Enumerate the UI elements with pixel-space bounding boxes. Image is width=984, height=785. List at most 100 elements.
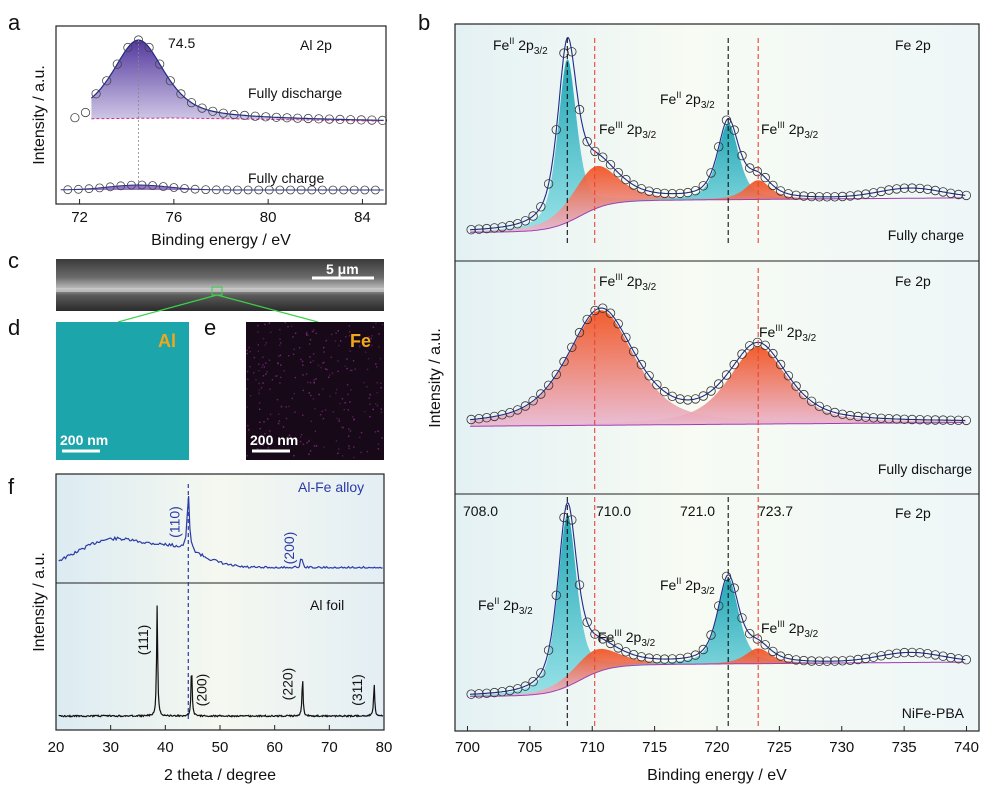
panel-a-discharge-point [303, 113, 313, 124]
panel-b-data-point [899, 647, 910, 658]
panel-e-fe-signal-dot [259, 440, 262, 443]
panel-b-data-point [806, 396, 817, 407]
panel-b-data-point [698, 644, 709, 655]
panel-e-fe-signal-dot [293, 392, 295, 395]
panel-e-fe-signal-dot [375, 366, 378, 368]
panel-a-discharge-point [91, 89, 101, 99]
panel-f-hkl-label: (111) [135, 625, 151, 656]
panel-e-fe-signal-dot [268, 359, 271, 361]
panel-b-data-point [721, 115, 732, 125]
panel-e-fe-signal-dot [258, 389, 260, 391]
panel-b-label-fe2-2p32-c: FeII 2p3/2 [478, 596, 533, 617]
panel-e-fe-signal-dot [246, 455, 248, 457]
panel-e-fe-signal-dot [311, 331, 314, 333]
panel-b-xtick-label: 715 [642, 739, 667, 756]
panel-b-data-point [899, 183, 910, 193]
panel-b-xtick-label: 725 [767, 739, 792, 756]
panel-b-data-point [489, 223, 500, 233]
panel-e-fe-signal-dot [266, 371, 268, 373]
panel-b-label-fe2-2p32-a: FeII 2p3/2 [493, 36, 548, 57]
panel-b-data-point [675, 653, 685, 664]
panel-b-data-point [536, 202, 546, 212]
panel-e-fe-signal-dot [298, 347, 301, 349]
panel-b-letter: b [418, 10, 430, 35]
panel-e-fe-signal-dot [349, 369, 352, 372]
panel-b-data-point [729, 125, 739, 135]
panel-e-fe-signal-dot [322, 418, 325, 420]
panel-e-fe-signal-dot [363, 382, 365, 384]
panel-e-fe-signal-dot [338, 344, 340, 347]
panel-e-fe-signal-dot [313, 445, 316, 447]
panel-e-fe-signal-dot [305, 373, 308, 375]
panel-a-charge-point [211, 185, 221, 195]
panel-b-xtick-label: 705 [517, 739, 542, 756]
panel-b-data-point [652, 380, 662, 390]
panel-a-discharge-envelope [91, 39, 384, 121]
panel-e-fe-signal-dot [353, 446, 355, 448]
panel-a-charge-point [264, 185, 274, 195]
panel-b-ref-label-723: 723.7 [758, 503, 793, 519]
panel-e-fe-signal-dot [264, 323, 266, 326]
panel-e-fe-signal-dot [292, 336, 294, 338]
panel-e-fe-signal-dot [259, 421, 261, 423]
panel-e-fe-signal-dot [278, 420, 280, 422]
panel-e-fe-signal-dot [269, 413, 272, 416]
panel-e-fe-signal-dot [287, 326, 289, 328]
panel-e-fe-signal-dot [247, 424, 249, 427]
panel-f-series-alloy: Al-Fe alloy [298, 479, 364, 495]
panel-e-fe-signal-dot [380, 408, 382, 410]
panel-c-sem-image: 5 μm [56, 259, 384, 323]
panel-e-fe-signal-dot [369, 394, 372, 396]
panel-a-charge-point [201, 185, 211, 195]
panel-e-fe-signal-dot [258, 402, 261, 404]
panel-a-charge-point [105, 182, 115, 192]
panel-e-fe-signal-dot [378, 333, 380, 335]
panel-e-fe-signal-dot [342, 455, 344, 457]
panel-b-fe2-component [470, 122, 967, 233]
panel-a-discharge-point [292, 113, 303, 123]
panel-a-plot-area [60, 35, 388, 195]
panel-e-fe-signal-dot [288, 405, 290, 408]
panel-e-fe-signal-dot [323, 346, 325, 349]
panel-e-fe-signal-dot [358, 346, 361, 348]
panel-b-data-point [582, 617, 592, 627]
panel-e-fe-signal-dot [246, 352, 248, 355]
panel-b-data-point [629, 650, 639, 660]
panel-e-fe-signal-dot [307, 334, 309, 336]
panel-e-fe-signal-dot [313, 382, 315, 384]
panel-b-data-point [822, 192, 832, 202]
panel-a-discharge-point [367, 115, 377, 125]
panel-a-discharge-point [240, 110, 250, 121]
panel-e-fe-signal-dot [293, 454, 295, 457]
panel-e-fe-signal-dot [346, 384, 349, 386]
panel-b-data-point [482, 223, 492, 234]
panel-e-fe-signal-dot [280, 406, 283, 408]
panel-e-fe-signal-dot [263, 366, 266, 368]
panel-b-data-point [629, 346, 639, 357]
panel-e-fe-signal-dot [257, 350, 260, 352]
panel-b-envelope [469, 501, 966, 695]
panel-a-charge-point [116, 181, 126, 191]
panel-b-data-point [938, 651, 948, 661]
panel-b-data-point [953, 189, 964, 200]
panel-e-fe-signal-dot [265, 373, 267, 375]
panel-e-fe-signal-dot [315, 445, 318, 447]
panel-e-fe-signal-dot [279, 338, 281, 340]
panel-b-data-point [907, 647, 917, 658]
panel-e-fe-signal-dot [308, 440, 310, 442]
panel-e-fe-signal-dot [306, 334, 308, 336]
panel-b-data-point [768, 180, 778, 191]
panel-e-fe-signal-dot [271, 379, 274, 381]
panel-a-discharge-point [112, 59, 122, 69]
panel-a-letter: a [8, 10, 21, 35]
panel-e-fe-signal-dot [247, 370, 249, 373]
panel-a-charge-point [137, 180, 147, 190]
panel-b-data-point [698, 391, 709, 401]
panel-b-data-point [814, 656, 825, 666]
panel-e-fe-signal-dot [280, 342, 282, 344]
panel-b-data-point [745, 341, 755, 351]
panel-a-discharge-point [80, 107, 91, 118]
panel-b-data-point [930, 415, 941, 425]
panel-e-fe-signal-dot [339, 402, 341, 405]
